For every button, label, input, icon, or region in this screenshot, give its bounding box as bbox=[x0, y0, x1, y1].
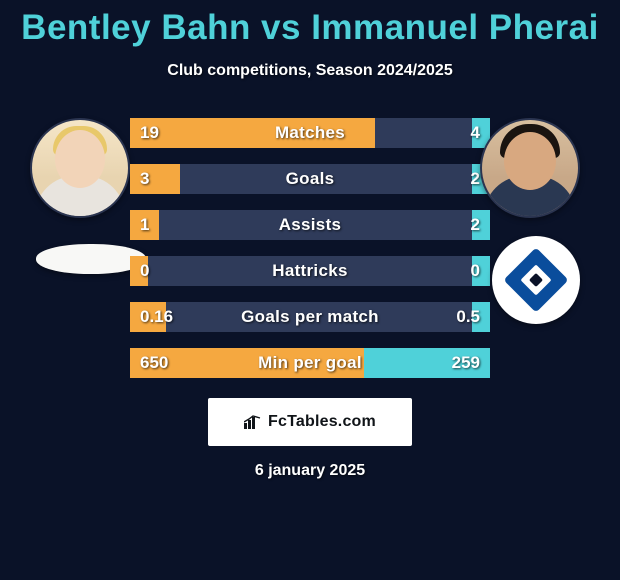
stat-label: Goals per match bbox=[130, 302, 490, 332]
stat-row: 0.160.5Goals per match bbox=[130, 302, 490, 332]
stat-label: Hattricks bbox=[130, 256, 490, 286]
attribution-badge: FcTables.com bbox=[208, 398, 412, 446]
subtitle: Club competitions, Season 2024/2025 bbox=[0, 62, 620, 80]
date-label: 6 january 2025 bbox=[0, 462, 620, 480]
comparison-block: 194Matches 32Goals 12Assists 00Hattricks 0.1… bbox=[0, 118, 620, 378]
stats-bars: 194Matches 32Goals 12Assists 00Hattricks 0.1… bbox=[130, 118, 490, 378]
chart-icon bbox=[244, 415, 262, 429]
page-title: Bentley Bahn vs Immanuel Pherai bbox=[0, 0, 620, 48]
right-player-column bbox=[490, 118, 600, 324]
player-avatar-left bbox=[30, 118, 130, 218]
stat-row: 650259Min per goal bbox=[130, 348, 490, 378]
stat-label: Goals bbox=[130, 164, 490, 194]
stat-row: 32Goals bbox=[130, 164, 490, 194]
stat-row: 12Assists bbox=[130, 210, 490, 240]
attribution-text: FcTables.com bbox=[268, 413, 376, 431]
stat-row: 194Matches bbox=[130, 118, 490, 148]
player-avatar-right bbox=[480, 118, 580, 218]
left-player-column bbox=[20, 118, 130, 274]
club-badge-right bbox=[492, 236, 580, 324]
stat-row: 00Hattricks bbox=[130, 256, 490, 286]
stat-label: Matches bbox=[130, 118, 490, 148]
stat-label: Assists bbox=[130, 210, 490, 240]
stat-label: Min per goal bbox=[130, 348, 490, 378]
